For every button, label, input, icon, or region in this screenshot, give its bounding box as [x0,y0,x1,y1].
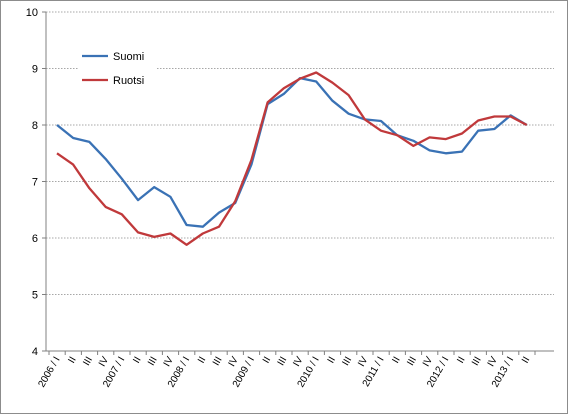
y-tick-label: 8 [32,120,38,132]
y-tick-label: 9 [32,64,38,76]
y-tick-label: 10 [26,7,38,19]
x-tick-label: IV [486,355,500,369]
x-tick-label: II [455,355,467,365]
x-tick-label: III [276,355,290,368]
x-tick-label: IV [421,355,435,369]
x-tick-label: IV [291,355,305,369]
x-tick-label: II [131,355,143,365]
x-tick-label: III [211,355,225,368]
y-tick-label: 6 [32,233,38,245]
axes [42,11,554,355]
gridlines [46,11,554,295]
x-tick-label: III [81,355,95,368]
x-tick-label: III [340,355,354,368]
y-tick-label: 7 [32,177,38,189]
x-tick-label: II [390,355,402,365]
x-tick-label: II [520,355,532,365]
x-tick-label: II [66,355,78,365]
x-tick-label: IV [356,355,370,369]
series-line-suomi [56,76,528,228]
y-tick-labels: 4 5 6 7 8 9 10 [26,7,38,358]
x-tick-label: III [405,355,419,368]
x-tick-label: 2006 / I [36,355,62,389]
legend-label-suomi: Suomi [113,51,144,63]
legend-label-ruotsi: Ruotsi [113,75,144,87]
y-tick-label: 5 [32,290,38,302]
legend: Suomi Ruotsi [78,40,156,92]
x-tick-label: III [470,355,484,368]
x-tick-label: II [261,355,273,365]
y-tick-label: 4 [32,346,38,358]
series-line-ruotsi [56,71,528,246]
x-tick-label: II [196,355,208,365]
x-tick-label: IV [162,355,176,369]
series-lines [56,71,528,246]
x-tick-label: IV [97,355,111,369]
x-tick-label: II [326,355,338,365]
x-tick-label: IV [227,355,241,369]
x-tick-label: III [146,355,160,368]
legend-box [78,40,156,92]
